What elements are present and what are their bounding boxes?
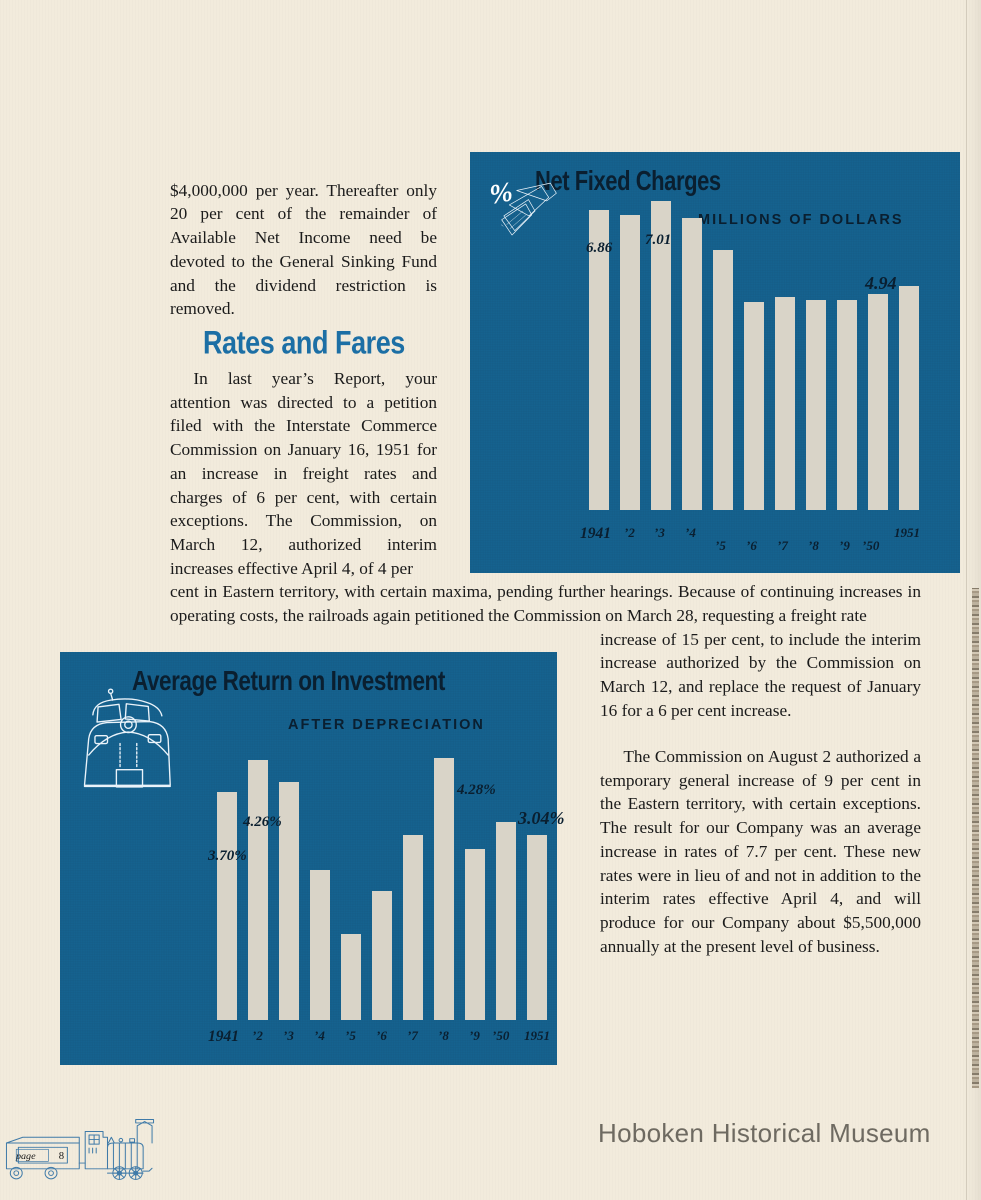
svg-text:8: 8 <box>59 1151 64 1162</box>
svg-text:%: % <box>487 176 515 209</box>
svg-text:page: page <box>15 1151 36 1162</box>
